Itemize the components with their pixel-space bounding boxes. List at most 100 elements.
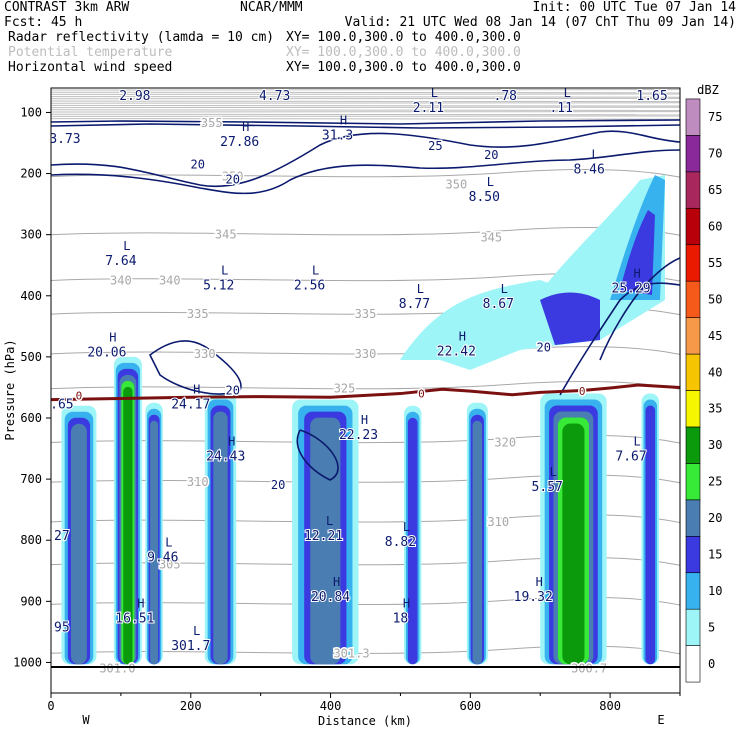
extremum-value: 16.51 <box>115 612 154 627</box>
colorbar-swatch <box>685 463 701 501</box>
y-tick-label: 200 <box>20 167 42 181</box>
extremum-value: 5.12 <box>203 278 234 293</box>
colorbar-label: 65 <box>708 183 722 197</box>
colorbar-swatch <box>685 171 701 209</box>
theta-label: 345 <box>480 231 502 245</box>
echo-column-layer <box>562 423 585 665</box>
wind-speed-label: 25 <box>428 139 442 153</box>
wind-contour-20 <box>51 149 680 195</box>
y-tick-label: 300 <box>20 228 42 242</box>
colorbar-label: 5 <box>708 620 715 634</box>
extremum-value: 22.23 <box>339 428 378 443</box>
colorbar-label: 75 <box>708 110 722 124</box>
extremum-value: 20.84 <box>311 590 350 605</box>
x-tick-label: 400 <box>320 699 342 713</box>
wind-speed-label: 20 <box>225 384 239 398</box>
y-tick-label: 600 <box>20 411 42 425</box>
wind-speed-contours <box>51 119 680 481</box>
extremum-type: L <box>550 465 557 479</box>
colorbar-swatch <box>685 426 701 464</box>
extremum-value: 5.65 <box>42 398 73 413</box>
colorbar: 0 5 10 15 20 25 30 35 40 45 50 55 60 65 70 75 <box>685 98 722 683</box>
wind-contour-25 <box>51 130 680 188</box>
x-tick-label: 600 <box>459 699 481 713</box>
theta-label: 335 <box>355 307 377 321</box>
extremum-type: L <box>165 535 172 549</box>
freezing-level-label: 0 <box>579 385 586 398</box>
wind-contour-top-2 <box>51 123 680 129</box>
echo-column-layer <box>472 420 483 665</box>
extremum-value: .78 <box>494 89 517 104</box>
extremum-type: L <box>487 175 494 189</box>
colorbar-swatch <box>685 135 701 173</box>
colorbar-swatch <box>685 608 701 646</box>
extremum-value: 4.73 <box>259 89 290 104</box>
extremum-value: 27.86 <box>220 135 259 150</box>
org-label: NCAR/MMM <box>240 0 303 15</box>
extremum-type: L <box>501 282 508 296</box>
extremum-type: H <box>459 329 466 343</box>
echo-column-layer <box>123 386 133 665</box>
theta-label: 301.3 <box>333 646 369 660</box>
theta-strat-line <box>51 118 680 120</box>
extremum-value: 25.29 <box>612 282 651 297</box>
extremum-type: H <box>633 267 640 281</box>
field-theta-xy: XY= 100.0,300.0 to 400.0,300.0 <box>286 45 521 60</box>
extremum-type: L <box>417 282 424 296</box>
extremum-value: .95 <box>46 621 69 636</box>
colorbar-label: 35 <box>708 402 722 416</box>
extremum-type: L <box>564 86 571 100</box>
wind-speed-label: 20 <box>536 341 550 355</box>
reflectivity-echoes <box>61 356 660 665</box>
y-tick-label: 500 <box>20 350 42 364</box>
extremum-type: L <box>592 147 599 161</box>
extremum-value: 7.64 <box>105 254 136 269</box>
y-tick-label: 1000 <box>13 655 42 669</box>
x-tick-label: 200 <box>180 699 202 713</box>
y-tick-label: 700 <box>20 472 42 486</box>
extremum-value: 24.43 <box>206 450 245 465</box>
theta-label: 340 <box>159 274 181 288</box>
extremum-type: L <box>137 74 144 88</box>
y-axis-title: Pressure (hPa) <box>3 339 17 440</box>
extremum-value: 2.98 <box>119 89 150 104</box>
anvil-plume <box>400 175 665 370</box>
extremum-type: H <box>361 413 368 427</box>
freezing-level-label: 0 <box>76 389 83 402</box>
extremum-type: L <box>312 263 319 277</box>
colorbar-unit: dBZ <box>697 83 719 97</box>
extremum-type: L <box>193 624 200 638</box>
extremum-value: 5.57 <box>532 480 563 495</box>
extremum-value: 8.67 <box>483 297 514 312</box>
colorbar-label: 45 <box>708 329 722 343</box>
x-tick-label: 800 <box>599 699 621 713</box>
y-tick-label: 900 <box>20 594 42 608</box>
theta-label: 301.0 <box>99 662 135 676</box>
extremum-type: L <box>633 435 640 449</box>
extremum-type: L <box>123 239 130 253</box>
colorbar-swatch <box>685 353 701 391</box>
theta-label: 355 <box>201 116 223 130</box>
theta-strat-line <box>51 91 680 94</box>
colorbar-label: 15 <box>708 548 722 562</box>
extremum-value: .11 <box>549 101 572 116</box>
wind-contour-upper-right <box>599 257 680 361</box>
colorbar-swatch <box>685 645 701 683</box>
extremum-value: 18 <box>393 612 409 627</box>
extremum-type: H <box>333 575 340 589</box>
extremum-type: H <box>137 597 144 611</box>
theta-label: 300.7 <box>571 662 607 676</box>
extremum-value: 8.50 <box>469 190 500 205</box>
wind-contour-labels: 20 20 25 20 20 20 20 <box>189 138 552 494</box>
y-tick-label: 100 <box>20 105 42 119</box>
theta-strat-line <box>51 100 680 103</box>
theta-label: 345 <box>215 228 237 242</box>
extremum-value: 2.56 <box>294 278 325 293</box>
x-end-label-west: W <box>82 713 90 727</box>
colorbar-label: 10 <box>708 584 722 598</box>
colorbar-label: 60 <box>708 219 722 233</box>
extremum-value: 8.77 <box>399 297 430 312</box>
colorbar-label: 55 <box>708 256 722 270</box>
theta-label: 305 <box>159 558 181 572</box>
